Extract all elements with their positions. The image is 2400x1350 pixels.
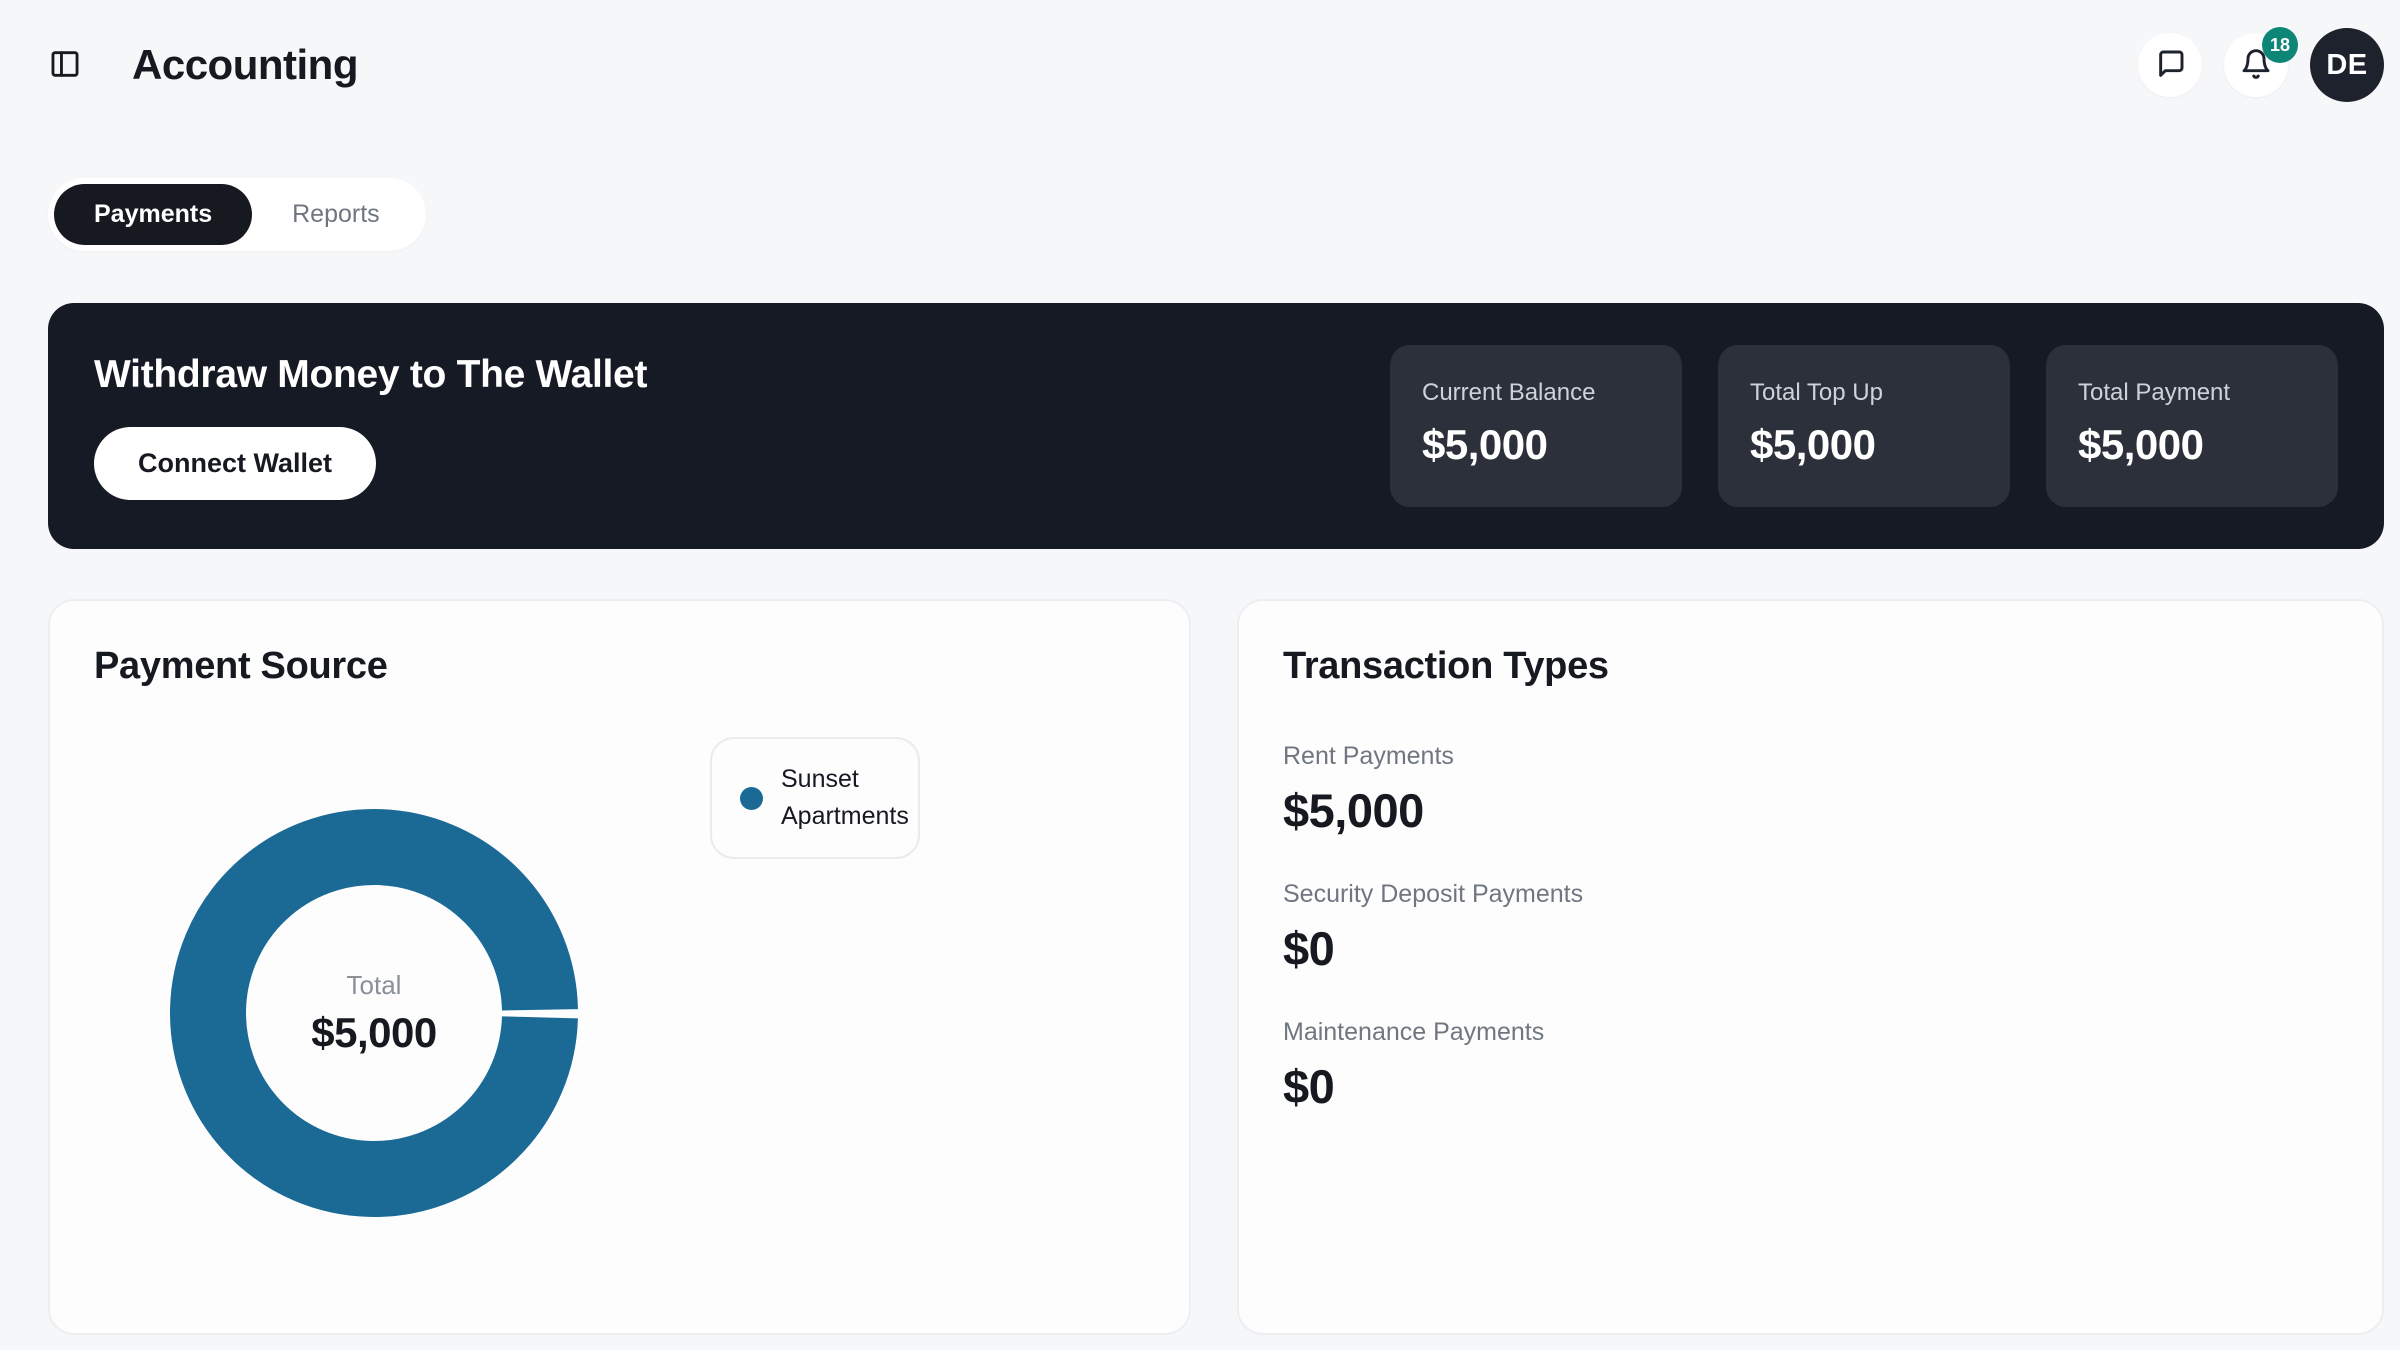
- tx-label: Maintenance Payments: [1283, 1018, 1545, 1046]
- header-actions: 18 DE: [2138, 27, 2384, 102]
- withdraw-banner: Withdraw Money to The Wallet Connect Wal…: [48, 303, 2384, 549]
- chat-bubble-icon: [2154, 48, 2186, 83]
- stat-value: $5,000: [1750, 421, 1876, 468]
- donut-total-value: $5,000: [311, 1008, 437, 1056]
- tx-value: $5,000: [1283, 784, 1424, 837]
- stat-label: Total Top Up: [1750, 379, 1883, 406]
- tx-value: $0: [1283, 1060, 1335, 1113]
- banner-wrap: Withdraw Money to The Wallet Connect Wal…: [0, 251, 2400, 549]
- tx-row-maintenance: Maintenance Payments $0: [1283, 1018, 2338, 1114]
- donut-center: Total $5,000: [168, 807, 580, 1219]
- tx-label: Security Deposit Payments: [1283, 880, 1584, 908]
- stat-card-total-top-up: Total Top Up $5,000: [1718, 345, 2010, 507]
- payment-source-donut-chart: Total $5,000: [168, 807, 580, 1219]
- stat-card-current-balance: Current Balance $5,000: [1390, 345, 1682, 507]
- tx-row-rent: Rent Payments $5,000: [1283, 742, 2338, 838]
- payment-source-title: Payment Source: [94, 645, 388, 687]
- header-left: Accounting: [48, 41, 358, 89]
- payment-source-card: Payment Source Total $5,000 Sunset Apart…: [48, 599, 1191, 1335]
- tx-row-security-deposit: Security Deposit Payments $0: [1283, 880, 2338, 976]
- sidebar-toggle-button[interactable]: [48, 48, 82, 82]
- messages-button[interactable]: [2138, 33, 2202, 97]
- connect-wallet-button[interactable]: Connect Wallet: [94, 426, 377, 500]
- legend-label: Sunset Apartments: [781, 765, 909, 830]
- user-avatar[interactable]: DE: [2310, 28, 2384, 102]
- notifications-button[interactable]: 18: [2224, 27, 2298, 97]
- tab-reports[interactable]: Reports: [252, 184, 420, 245]
- notification-count-badge: 18: [2261, 27, 2298, 63]
- banner-stats: Current Balance $5,000 Total Top Up $5,0…: [1390, 345, 2338, 507]
- header: Accounting 18 DE: [0, 0, 2400, 104]
- legend-dot-icon: [740, 786, 763, 810]
- banner-title: Withdraw Money to The Wallet: [94, 352, 648, 396]
- stat-label: Current Balance: [1422, 379, 1596, 406]
- tx-label: Rent Payments: [1283, 742, 1454, 770]
- stat-value: $5,000: [1422, 421, 1548, 468]
- stat-label: Total Payment: [2078, 379, 2231, 406]
- tab-payments[interactable]: Payments: [54, 184, 253, 245]
- donut-total-label: Total: [346, 969, 402, 1000]
- stat-card-total-payment: Total Payment $5,000: [2046, 345, 2338, 507]
- chart-legend: Sunset Apartments: [710, 737, 920, 859]
- tx-value: $0: [1283, 922, 1335, 975]
- main-content: Payment Source Total $5,000 Sunset Apart…: [0, 549, 2400, 1335]
- transaction-types-card: Transaction Types Rent Payments $5,000 S…: [1237, 599, 2384, 1335]
- page-title: Accounting: [132, 41, 358, 88]
- transaction-rows: Rent Payments $5,000 Security Deposit Pa…: [1283, 742, 2338, 1156]
- panel-left-icon: [48, 47, 82, 84]
- donut-ring: [170, 809, 578, 1217]
- transaction-types-title: Transaction Types: [1283, 645, 1609, 687]
- tabs-row: Payments Reports: [0, 104, 2400, 251]
- bell-icon: [2240, 48, 2272, 83]
- banner-left: Withdraw Money to The Wallet Connect Wal…: [94, 353, 647, 500]
- tabs-group: Payments Reports: [48, 178, 426, 251]
- stat-value: $5,000: [2078, 421, 2204, 468]
